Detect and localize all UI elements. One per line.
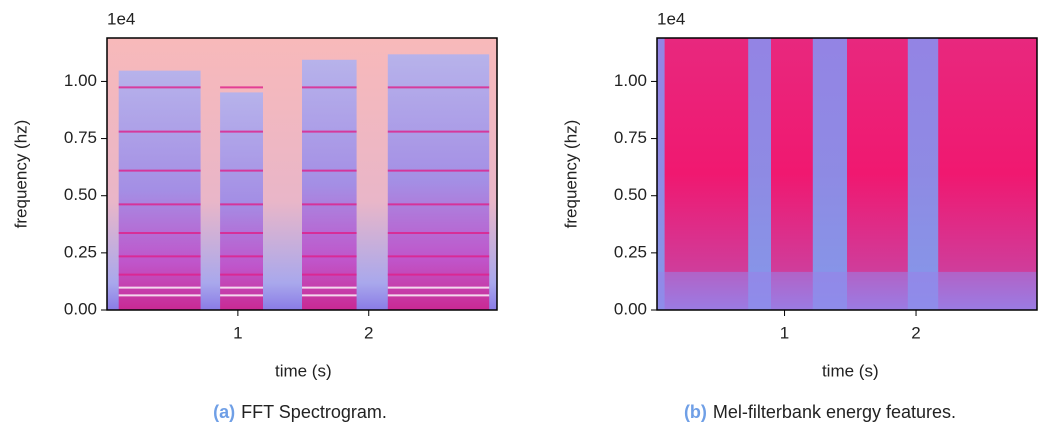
silence-band — [748, 38, 771, 310]
offset-label: 1e4 — [107, 9, 135, 28]
panels: 0.00 0.25 0.50 0.75 1.00 1 2 1e4 time (s) frequen… — [11, 9, 1038, 422]
speech-segment — [387, 54, 490, 310]
y-axis-label: frequency (hz) — [561, 120, 580, 229]
caption-text: Mel-filterbank energy features. — [713, 402, 956, 422]
x-tick-label: 2 — [911, 323, 920, 342]
low-band — [657, 271, 1037, 310]
caption: (b) Mel-filterbank energy features. — [684, 402, 956, 422]
speech-segment — [220, 92, 263, 311]
y-tick-label: 0.50 — [64, 185, 97, 204]
axes-frame — [106, 37, 498, 311]
speech-segment — [302, 59, 357, 311]
speech-segment — [118, 70, 201, 310]
offset-label: 1e4 — [657, 9, 685, 28]
y-tick-label: 0.75 — [64, 128, 97, 147]
y-tick-label: 0.25 — [614, 242, 647, 261]
x-tick-label: 1 — [233, 323, 242, 342]
silence-band — [657, 38, 665, 310]
y-tick-label: 0.50 — [614, 185, 647, 204]
silence-band — [812, 38, 847, 310]
x-axis-label: time (s) — [275, 361, 332, 380]
panel: 0.00 0.25 0.50 0.75 1.00 1 2 1e4 time (s) frequen… — [561, 9, 1038, 422]
axes-frame — [656, 37, 1038, 311]
y-tick-label: 0.00 — [614, 299, 647, 318]
panel: 0.00 0.25 0.50 0.75 1.00 1 2 1e4 time (s) frequen… — [11, 9, 498, 422]
y-tick-label: 1.00 — [64, 71, 97, 90]
y-axis-label: frequency (hz) — [11, 120, 30, 229]
caption: (a) FFT Spectrogram. — [213, 402, 387, 422]
caption-label: (b) — [684, 402, 707, 422]
y-tick-label: 0.25 — [64, 242, 97, 261]
y-tick-label: 0.00 — [64, 299, 97, 318]
silence-band — [907, 38, 939, 310]
x-tick-label: 1 — [780, 323, 789, 342]
caption-label: (a) — [213, 402, 235, 422]
y-tick-label: 0.75 — [614, 128, 647, 147]
x-axis-label: time (s) — [822, 361, 879, 380]
caption-text: FFT Spectrogram. — [241, 402, 387, 422]
y-tick-label: 1.00 — [614, 71, 647, 90]
x-tick-label: 2 — [364, 323, 373, 342]
